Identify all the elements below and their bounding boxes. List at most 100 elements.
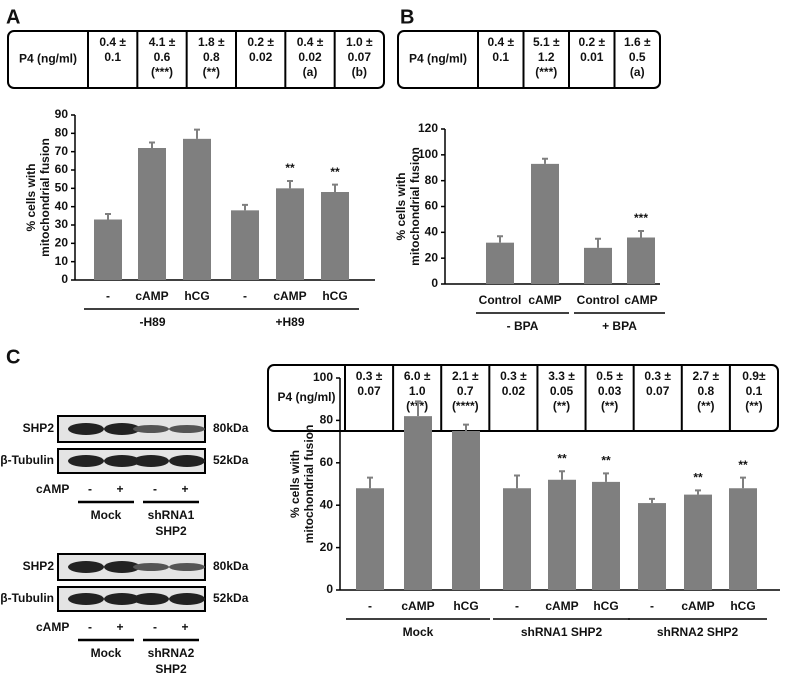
- table-header: P4 (ng/ml): [277, 390, 335, 404]
- bar: [584, 247, 612, 284]
- table-cell: 5.1 ±: [533, 35, 560, 49]
- bar: [321, 192, 349, 280]
- y-tick-label: 90: [55, 107, 69, 121]
- blot-group-label: Mock: [91, 508, 122, 522]
- table-cell: 0.05: [550, 384, 574, 398]
- panel-letter: B: [400, 6, 414, 28]
- bar: [94, 219, 122, 280]
- table-cell: (***): [535, 65, 557, 79]
- blot-treatment: cAMP: [36, 620, 69, 634]
- y-tick-label: 60: [55, 162, 69, 176]
- bar: [183, 138, 211, 280]
- blot-band: [104, 455, 140, 467]
- table-cell: 0.3 ±: [356, 369, 383, 383]
- x-tick-label: hCG: [593, 599, 618, 613]
- error-bar: [603, 472, 609, 482]
- y-axis-label: % cells with: [24, 163, 38, 231]
- error-bar: [105, 213, 111, 220]
- y-tick-label: 100: [313, 370, 333, 384]
- bar: [276, 188, 304, 280]
- y-tick-label: 10: [55, 254, 69, 268]
- y-tick-label: 120: [418, 121, 438, 135]
- significance-label: **: [738, 458, 748, 472]
- table-cell: 0.8: [697, 384, 714, 398]
- y-tick-label: 80: [55, 126, 69, 140]
- table-cell: 0.01: [580, 50, 604, 64]
- bar: [231, 210, 259, 280]
- error-bar: [415, 400, 421, 417]
- group-label: - BPA: [507, 319, 539, 333]
- blot-row-label: β-Tubulin: [0, 453, 54, 467]
- y-tick-label: 50: [55, 181, 69, 195]
- y-tick-label: 30: [55, 217, 69, 231]
- x-tick-label: cAMP: [401, 599, 434, 613]
- table-frame: [267, 364, 779, 432]
- blot-band: [133, 425, 169, 433]
- blot-band: [68, 455, 104, 467]
- error-bar: [287, 180, 293, 189]
- y-axis-label: mitochondrial fusion: [408, 147, 422, 266]
- error-bar: [740, 476, 746, 489]
- table-cell: 1.6 ±: [624, 35, 651, 49]
- x-tick-label: cAMP: [135, 289, 168, 303]
- blot-row-label: SHP2: [23, 421, 55, 435]
- table-cell: 0.5: [629, 50, 646, 64]
- error-bar: [332, 183, 338, 192]
- y-axis-label: mitochondrial fusion: [302, 425, 316, 544]
- table-cell: 0.2 ±: [578, 35, 605, 49]
- blot-band: [68, 561, 104, 573]
- table-cell: 0.7: [457, 384, 474, 398]
- error-bar: [497, 235, 503, 243]
- significance-label: **: [557, 451, 567, 465]
- blot-group-label: SHP2: [155, 662, 187, 675]
- y-tick-label: 60: [425, 199, 439, 213]
- error-bar: [638, 230, 644, 238]
- y-tick-label: 20: [320, 540, 334, 554]
- table-cell: 0.02: [298, 50, 322, 64]
- group-label: Mock: [403, 625, 434, 639]
- blot-size-label: 52kDa: [213, 453, 249, 467]
- error-bar: [463, 423, 469, 431]
- x-tick-label: Control: [577, 293, 620, 307]
- blot-group-label: Mock: [91, 646, 122, 660]
- error-bar: [595, 237, 601, 248]
- table-cell: 0.9±: [742, 369, 766, 383]
- panel-letter: A: [6, 6, 20, 28]
- table-cell: 0.07: [357, 384, 381, 398]
- x-tick-label: cAMP: [681, 599, 714, 613]
- bar: [638, 503, 666, 590]
- x-tick-label: -: [243, 289, 247, 303]
- y-axis-label: % cells with: [288, 450, 302, 518]
- x-tick-label: hCG: [322, 289, 347, 303]
- table-cell: (****): [452, 399, 479, 413]
- table-cell: 0.02: [249, 50, 273, 64]
- y-axis-label: % cells with: [394, 172, 408, 240]
- blot-group-label: shRNA2: [148, 646, 195, 660]
- table-cell: 0.07: [348, 50, 372, 64]
- group-label: + BPA: [602, 319, 637, 333]
- y-tick-label: 0: [431, 276, 438, 290]
- blot-size-label: 80kDa: [213, 421, 249, 435]
- blot-lane: +: [181, 482, 188, 496]
- error-bar: [514, 474, 520, 489]
- error-bar: [649, 497, 655, 504]
- x-tick-label: -: [106, 289, 110, 303]
- table-cell: 0.4 ±: [487, 35, 514, 49]
- blot-band: [68, 593, 104, 605]
- table-cell: 1.2: [538, 50, 555, 64]
- blot-lane: +: [181, 620, 188, 634]
- significance-label: ***: [634, 211, 648, 225]
- significance-label: **: [285, 161, 295, 175]
- bar: [503, 488, 531, 590]
- blot-band: [169, 455, 205, 467]
- y-tick-label: 70: [55, 144, 69, 158]
- significance-label: **: [693, 471, 703, 485]
- x-tick-label: -: [650, 599, 654, 613]
- blot-treatment: cAMP: [36, 482, 69, 496]
- y-tick-label: 40: [425, 225, 439, 239]
- y-tick-label: 40: [320, 497, 334, 511]
- blot-band: [104, 423, 140, 435]
- error-bar: [149, 141, 155, 148]
- blot-row-label: β-Tubulin: [0, 591, 54, 605]
- table-cell: 2.7 ±: [693, 369, 720, 383]
